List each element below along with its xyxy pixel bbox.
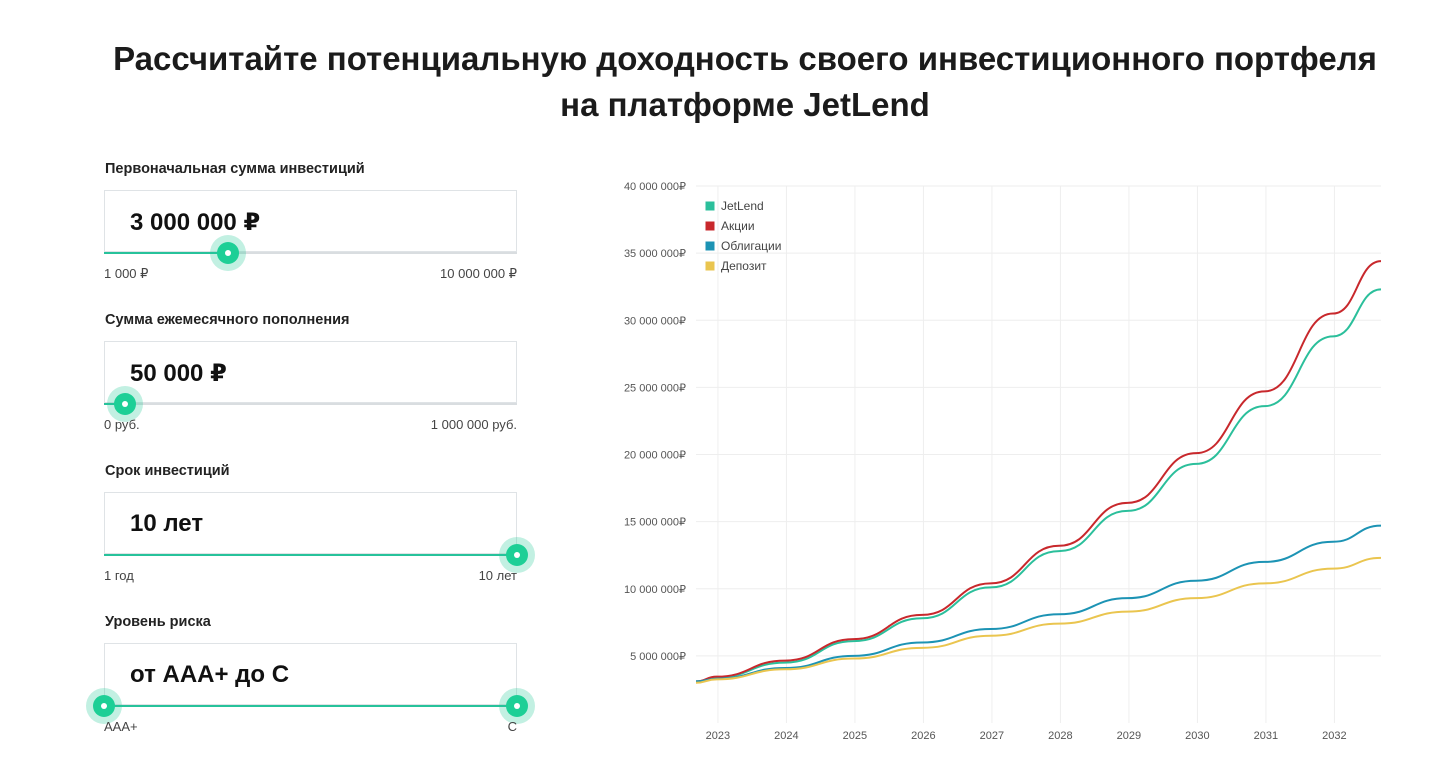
x-tick-label: 2029 [1117, 730, 1141, 742]
risk-level-label: Уровень риска [105, 614, 211, 630]
legend-item-label[interactable]: Депозит [721, 259, 767, 273]
initial-amount-slider-handle[interactable] [209, 235, 246, 271]
y-tick-label: 25 000 000₽ [624, 382, 686, 394]
initial-amount-value[interactable]: 3 000 000 ₽ [130, 209, 261, 236]
page-title: Рассчитайте потенциальную доходность сво… [0, 36, 1447, 128]
initial-amount-input[interactable]: 3 000 000 ₽ [104, 190, 517, 252]
risk-level-max: C [507, 719, 517, 734]
risk-level-slider-high-handle[interactable] [499, 688, 535, 724]
risk-level-value[interactable]: от AAA+ до C [130, 661, 290, 688]
x-tick-label: 2027 [980, 730, 1004, 742]
investment-term-slider-handle[interactable] [499, 537, 535, 573]
risk-level-slider-fill [104, 705, 517, 707]
legend-item-label[interactable]: Акции [721, 219, 755, 233]
initial-amount-slider-fill [104, 252, 228, 254]
risk-level-input[interactable]: от AAA+ до C [104, 643, 517, 705]
chart-canvas: 5 000 000₽ 10 000 000₽ 15 000 000₽ 20 000 0… [624, 181, 1382, 742]
legend-item-label[interactable]: JetLend [721, 199, 764, 213]
series-line [695, 524, 1382, 683]
series-line [695, 288, 1382, 683]
legend-swatch[interactable] [704, 220, 716, 232]
risk-level-slider[interactable] [86, 688, 535, 724]
initial-amount-max: 10 000 000 ₽ [440, 266, 517, 281]
chart-legend[interactable]: JetLend Акции Облигации Депозит [704, 199, 781, 273]
y-tick-label: 35 000 000₽ [624, 248, 686, 260]
page-title-line-1: Рассчитайте потенциальную доходность сво… [113, 40, 1377, 77]
risk-level-min: AAA+ [104, 719, 138, 734]
y-tick-label: 30 000 000₽ [624, 315, 686, 327]
chart-grid [696, 185, 1381, 723]
investment-term-value[interactable]: 10 лет [130, 510, 204, 537]
y-tick-label: 15 000 000₽ [624, 517, 686, 529]
x-tick-label: 2028 [1048, 730, 1072, 742]
series-line [695, 260, 1382, 683]
x-tick-label: 2023 [706, 730, 730, 742]
x-tick-label: 2031 [1254, 730, 1278, 742]
investment-term-max: 10 лет [478, 568, 517, 583]
y-tick-label: 40 000 000₽ [624, 181, 686, 193]
monthly-topup-label: Сумма ежемесячного пополнения [105, 312, 350, 328]
monthly-topup-slider[interactable] [104, 386, 517, 422]
x-tick-label: 2030 [1185, 730, 1209, 742]
x-tick-label: 2032 [1322, 730, 1346, 742]
monthly-topup-value[interactable]: 50 000 ₽ [130, 360, 227, 387]
investment-term-min: 1 год [104, 568, 134, 583]
initial-amount-label: Первоначальная сумма инвестиций [105, 161, 365, 177]
investment-term-label: Срок инвестиций [105, 463, 230, 479]
y-tick-label: 10 000 000₽ [624, 584, 686, 596]
x-tick-label: 2025 [843, 730, 867, 742]
monthly-topup-slider-handle[interactable] [106, 386, 143, 422]
x-axis-ticks: 2023 2024 2025 2026 2027 2028 2029 2030 2031 2032 [706, 730, 1347, 742]
legend-swatch[interactable] [704, 240, 716, 252]
risk-level-slider-low-handle[interactable] [86, 688, 122, 724]
monthly-topup-max: 1 000 000 руб. [430, 417, 517, 432]
investment-term-input[interactable]: 10 лет [104, 492, 517, 554]
y-tick-label: 20 000 000₽ [624, 450, 686, 462]
initial-amount-slider[interactable] [104, 235, 517, 271]
y-tick-label: 5 000 000₽ [630, 651, 686, 663]
legend-swatch[interactable] [704, 260, 716, 272]
x-tick-label: 2024 [774, 730, 798, 742]
investment-term-slider-fill [104, 554, 517, 556]
legend-swatch[interactable] [704, 200, 716, 212]
x-tick-label: 2026 [911, 730, 935, 742]
chart-series [695, 260, 1382, 684]
initial-amount-min: 1 000 ₽ [104, 266, 149, 281]
y-axis-ticks: 5 000 000₽ 10 000 000₽ 15 000 000₽ 20 000 0… [624, 181, 686, 663]
investment-term-slider[interactable] [104, 537, 535, 573]
series-line [695, 556, 1382, 684]
page-title-line-2: на платформе JetLend [560, 86, 930, 123]
monthly-topup-input[interactable]: 50 000 ₽ [104, 341, 517, 403]
portfolio-growth-chart: 5 000 000₽ 10 000 000₽ 15 000 000₽ 20 000 0… [600, 170, 1400, 750]
legend-item-label[interactable]: Облигации [721, 239, 781, 253]
monthly-topup-min: 0 руб. [104, 417, 140, 432]
